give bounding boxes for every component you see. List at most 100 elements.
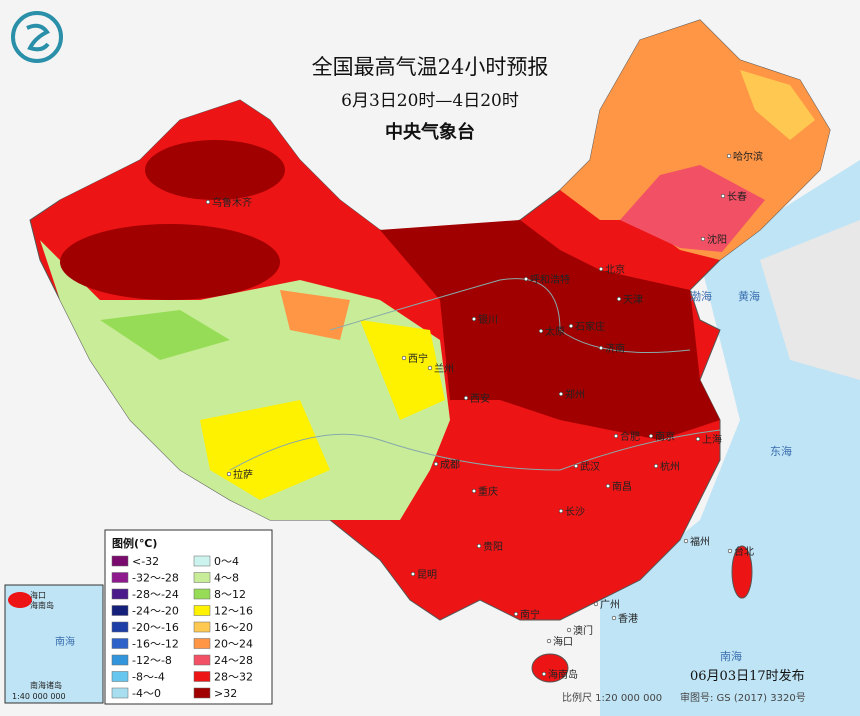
city-dot: [566, 627, 572, 633]
city-dot: [546, 638, 552, 644]
legend-swatch: [111, 588, 129, 600]
legend-title: 图例(℃): [112, 536, 157, 550]
legend-box: [104, 529, 273, 705]
city-dot: [593, 601, 599, 607]
legend-label: -8～-4: [132, 671, 165, 684]
city-label: 济南: [605, 342, 625, 355]
city-label: 海南岛: [548, 668, 578, 681]
city-label: 呼和浩特: [530, 274, 570, 286]
junggar-basin: [145, 140, 285, 200]
northeast-warm: [620, 165, 765, 252]
city-label: 合肥: [620, 430, 640, 443]
plateau-cool: [100, 310, 230, 360]
legend-swatch: [111, 605, 129, 616]
city-label: 海口: [553, 635, 573, 648]
inset-sea: 南海: [55, 635, 75, 648]
city-label: 南京: [655, 430, 675, 443]
city-label: 西安: [470, 392, 490, 405]
city-dot: [471, 488, 477, 494]
city-label: 台北: [734, 545, 754, 558]
legend-swatch: [193, 687, 211, 699]
legend-label: 28～32: [214, 671, 253, 684]
inset-islands: 南海诸岛: [30, 680, 62, 690]
legend-swatch: [193, 555, 211, 567]
city-dot: [427, 365, 433, 371]
legend-swatch: [193, 671, 211, 682]
city-dot: [410, 571, 416, 577]
city-dot: [653, 463, 659, 469]
city-dot: [616, 296, 622, 302]
legend-label: -12～-8: [132, 654, 172, 667]
city-label: 香港: [618, 613, 638, 625]
logo-mark: [26, 23, 50, 52]
sea-label: 黄海: [738, 289, 760, 303]
north-hot-region: [380, 220, 720, 440]
city-dot: [205, 199, 211, 205]
city-dot: [605, 483, 611, 489]
city-dot: [683, 538, 689, 544]
city-label: 拉萨: [233, 468, 253, 481]
plateau-mild: [360, 320, 445, 420]
city-label: 上海: [702, 433, 722, 446]
river: [329, 278, 691, 353]
legend-swatch: [193, 572, 211, 583]
legend-swatch: [111, 572, 129, 583]
city-label: 武汉: [580, 460, 600, 473]
inset-island: 海南岛: [30, 600, 54, 610]
legend-swatch: [111, 671, 129, 682]
plateau-mild: [200, 400, 330, 500]
legend-label: >32: [214, 687, 237, 700]
city-dot: [598, 266, 604, 272]
legend-label: -20～-16: [132, 621, 179, 634]
sea-label: 南海: [720, 649, 742, 663]
scale: 比例尺 1:20 000 000: [562, 691, 662, 704]
agency: 中央气象台: [385, 121, 475, 143]
city-dot: [541, 671, 547, 677]
legend-label: 8～12: [214, 588, 246, 601]
approval: 审图号: GS (2017) 3320号: [680, 691, 806, 704]
legend-swatch: [111, 687, 129, 699]
legend-swatch: [193, 654, 211, 666]
city-label: 西宁: [408, 352, 428, 365]
city-label: 太原: [545, 325, 565, 338]
city-label: 北京: [605, 263, 625, 276]
city-dot: [720, 193, 726, 199]
city-dot: [523, 276, 529, 282]
inset-hainan: [8, 592, 32, 608]
city-dot: [648, 433, 654, 439]
city-dot: [726, 153, 732, 159]
city-label: 澳门: [573, 624, 593, 637]
legend-label: -16～-12: [132, 638, 179, 651]
inset-city: 海口: [30, 590, 46, 600]
taiwan: [731, 545, 753, 599]
city-label: 长沙: [565, 506, 585, 518]
sea-label: 渤海: [690, 289, 712, 303]
legend-label: 0～4: [214, 555, 239, 568]
river: [229, 429, 721, 471]
qaidam-basin: [280, 290, 350, 340]
inset-scale: 1:40 000 000: [12, 692, 66, 701]
city-label: 天津: [623, 294, 643, 306]
city-dot: [727, 548, 733, 554]
tarim-basin: [60, 224, 280, 300]
legend-swatch: [111, 638, 129, 649]
legend-swatch: [111, 555, 129, 567]
legend-items: <-32 -32～-28 -28～-24 -24～-20 -20～-16 -16～-12 -…: [111, 555, 253, 700]
city-dot: [568, 323, 574, 329]
city-label: 郑州: [565, 388, 585, 401]
city-label: 银川: [478, 313, 498, 326]
legend-label: <-32: [132, 555, 159, 568]
title: 全国最高气温24小时预报: [312, 55, 549, 79]
city-dot: [558, 508, 564, 514]
legend-swatch: [111, 654, 129, 666]
legend-swatch: [193, 638, 211, 649]
issued: 06月03日17时发布: [690, 668, 805, 684]
legend-label: 4～8: [214, 572, 239, 585]
legend-swatch: [193, 588, 211, 600]
city-dot: [513, 611, 519, 617]
legend-label: -32～-28: [132, 572, 179, 585]
legend-label: -4～0: [132, 687, 161, 700]
city-dot: [401, 355, 407, 361]
